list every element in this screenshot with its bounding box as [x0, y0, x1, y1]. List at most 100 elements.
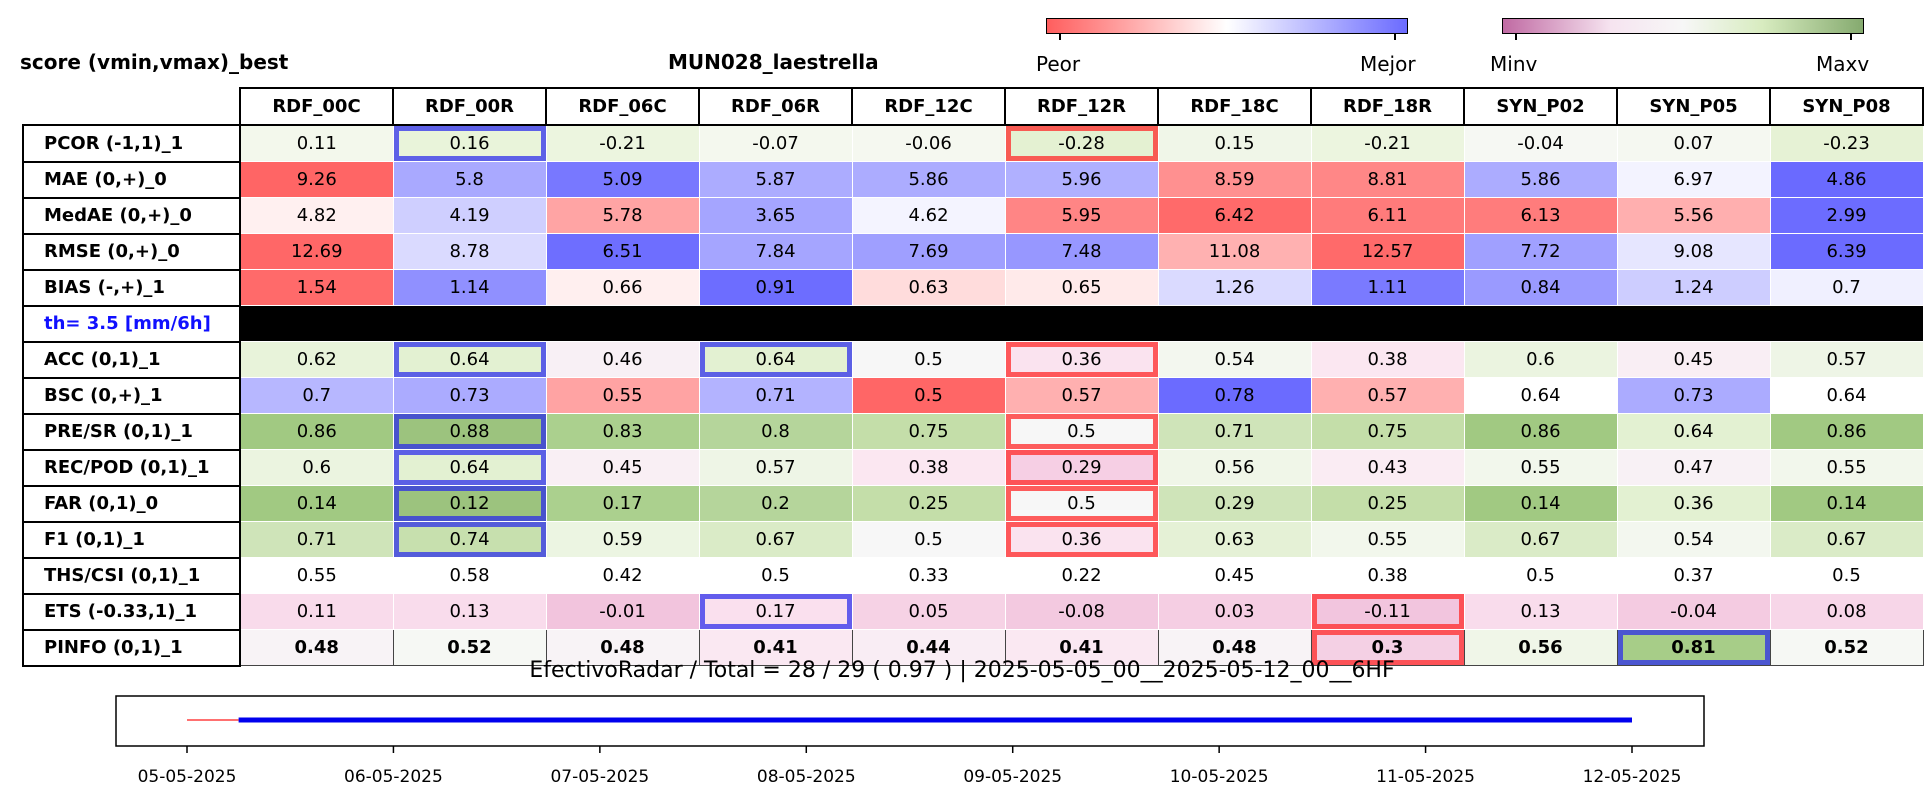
heatmap-cell: 0.91 — [699, 269, 853, 306]
heatmap-cell: 0.38 — [852, 449, 1006, 486]
table-row: RMSE (0,+)_0 12.69 8.78 6.51 7.84 7.69 7.48 11.… — [22, 232, 1924, 271]
heatmap-cell: 0.75 — [852, 413, 1006, 450]
timeline-tick-label: 06-05-2025 — [344, 767, 443, 787]
heatmap-cell: 0.71 — [699, 377, 853, 414]
heatmap-cell: 0.67 — [699, 521, 853, 558]
heatmap-cell: 7.48 — [1005, 233, 1159, 270]
heatmap-cell: 3.65 — [699, 197, 853, 234]
chart-title-left: score (vmin,vmax)_best — [20, 50, 289, 74]
colorbar-low-label: Peor — [1036, 52, 1081, 76]
heatmap-cell: 0.48 — [1157, 629, 1312, 666]
heatmap-cell: 0.38 — [1311, 341, 1465, 378]
heatmap-cell: 0.45 — [1617, 341, 1771, 378]
heatmap-cell: 5.78 — [546, 197, 700, 234]
heatmap-cell: 0.52 — [1769, 629, 1924, 666]
heatmap-cell: 0.67 — [1464, 521, 1618, 558]
heatmap-cell: 0.63 — [852, 269, 1006, 306]
heatmap-cell: 0.6 — [240, 449, 394, 486]
row-label: MedAE (0,+)_0 — [22, 196, 241, 235]
table-corner — [23, 88, 240, 125]
heatmap-cell: 1.26 — [1158, 269, 1312, 306]
table-row: THS/CSI (0,1)_1 0.55 0.58 0.42 0.5 0.33 0.22 0.… — [22, 556, 1924, 595]
heatmap-cell: 0.6 — [1464, 341, 1618, 378]
table-row: FAR (0,1)_0 0.14 0.12 0.17 0.2 0.25 0.5 0.29 0.2… — [22, 484, 1924, 523]
threshold-separator-row: th= 3.5 [mm/6h] — [22, 304, 1924, 343]
heatmap-cell: 0.64 — [393, 449, 547, 486]
heatmap-cell: 0.55 — [1464, 449, 1618, 486]
heatmap-cell: 0.71 — [1158, 413, 1312, 450]
colorbar-max-label: Maxv — [1816, 52, 1870, 76]
score-heatmap-table: RDF_00C RDF_00R RDF_06C RDF_06R RDF_12C RDF_1… — [22, 87, 1924, 667]
timeline-tick-label: 10-05-2025 — [1170, 767, 1269, 787]
timeline-tick-label: 11-05-2025 — [1376, 767, 1475, 787]
heatmap-cell: 0.37 — [1617, 557, 1771, 594]
heatmap-cell: 6.51 — [546, 233, 700, 270]
skill-colorbar — [1502, 18, 1864, 34]
colorbar-tick — [1394, 34, 1396, 40]
heatmap-cell: 1.11 — [1311, 269, 1465, 306]
heatmap-cell: 0.58 — [393, 557, 547, 594]
heatmap-cell: 4.62 — [852, 197, 1006, 234]
heatmap-cell: 0.14 — [1464, 485, 1618, 522]
heatmap-cell: 5.86 — [852, 161, 1006, 198]
heatmap-cell: 6.42 — [1158, 197, 1312, 234]
heatmap-cell: 0.63 — [1158, 521, 1312, 558]
heatmap-cell: 6.13 — [1464, 197, 1618, 234]
row-label: RMSE (0,+)_0 — [22, 232, 241, 271]
heatmap-cell: 5.95 — [1005, 197, 1159, 234]
heatmap-cell: 0.56 — [1463, 629, 1618, 666]
heatmap-cell: 0.42 — [546, 557, 700, 594]
heatmap-cell: -0.06 — [852, 125, 1006, 162]
heatmap-cell: -0.21 — [546, 125, 700, 162]
column-header: RDF_06R — [698, 87, 853, 126]
heatmap-cell: 0.75 — [1311, 413, 1465, 450]
heatmap-cell: 0.45 — [546, 449, 700, 486]
heatmap-cell: 1.24 — [1617, 269, 1771, 306]
heatmap-cell: 0.2 — [699, 485, 853, 522]
heatmap-cell: 0.64 — [1464, 377, 1618, 414]
row-label: MAE (0,+)_0 — [22, 160, 241, 199]
timeline-tick-label: 08-05-2025 — [757, 767, 856, 787]
heatmap-cell: -0.04 — [1464, 125, 1618, 162]
heatmap-cell: 0.5 — [852, 377, 1006, 414]
heatmap-cell: 0.5 — [852, 521, 1006, 558]
heatmap-cell: 0.16 — [393, 125, 547, 162]
heatmap-cell: 0.5 — [1005, 485, 1159, 522]
heatmap-cell: 0.22 — [1005, 557, 1159, 594]
heatmap-cell: 0.5 — [1005, 413, 1159, 450]
row-label: F1 (0,1)_1 — [22, 520, 241, 559]
heatmap-cell: 0.57 — [1770, 341, 1924, 378]
table-row: REC/POD (0,1)_1 0.6 0.64 0.45 0.57 0.38 0.29 0.… — [22, 448, 1924, 487]
heatmap-cell: 0.54 — [1158, 341, 1312, 378]
heatmap-cell: 0.55 — [240, 557, 394, 594]
heatmap-cell: 0.15 — [1158, 125, 1312, 162]
heatmap-cell: 0.14 — [1770, 485, 1924, 522]
heatmap-cell: 0.67 — [1770, 521, 1924, 558]
heatmap-cell: 0.07 — [1617, 125, 1771, 162]
heatmap-cell: 0.64 — [393, 341, 547, 378]
colorbar-tick — [1850, 34, 1852, 40]
heatmap-cell: 5.09 — [546, 161, 700, 198]
station-title: MUN028_laestrella — [668, 50, 879, 74]
column-header: RDF_12R — [1004, 87, 1159, 126]
heatmap-cell: 0.36 — [1005, 341, 1159, 378]
heatmap-cell: -0.08 — [1005, 593, 1159, 630]
colorbar-min-label: Minv — [1490, 52, 1538, 76]
heatmap-cell: -0.07 — [699, 125, 853, 162]
heatmap-cell: 0.83 — [546, 413, 700, 450]
heatmap-cell: 0.41 — [698, 629, 853, 666]
heatmap-cell: 5.87 — [699, 161, 853, 198]
heatmap-cell: 1.54 — [240, 269, 394, 306]
heatmap-cell: 0.14 — [240, 485, 394, 522]
heatmap-cell: 0.36 — [1005, 521, 1159, 558]
table-row: BSC (0,+)_1 0.7 0.73 0.55 0.71 0.5 0.57 0.78 0.5… — [22, 376, 1924, 415]
heatmap-cell: 0.29 — [1158, 485, 1312, 522]
heatmap-cell: 4.86 — [1770, 161, 1924, 198]
heatmap-cell: 5.8 — [393, 161, 547, 198]
row-label: PRE/SR (0,1)_1 — [22, 412, 241, 451]
heatmap-cell: 0.78 — [1158, 377, 1312, 414]
heatmap-cell: 0.11 — [240, 125, 394, 162]
heatmap-cell: 0.7 — [240, 377, 394, 414]
heatmap-cell: -0.23 — [1770, 125, 1924, 162]
heatmap-cell: 0.54 — [1617, 521, 1771, 558]
